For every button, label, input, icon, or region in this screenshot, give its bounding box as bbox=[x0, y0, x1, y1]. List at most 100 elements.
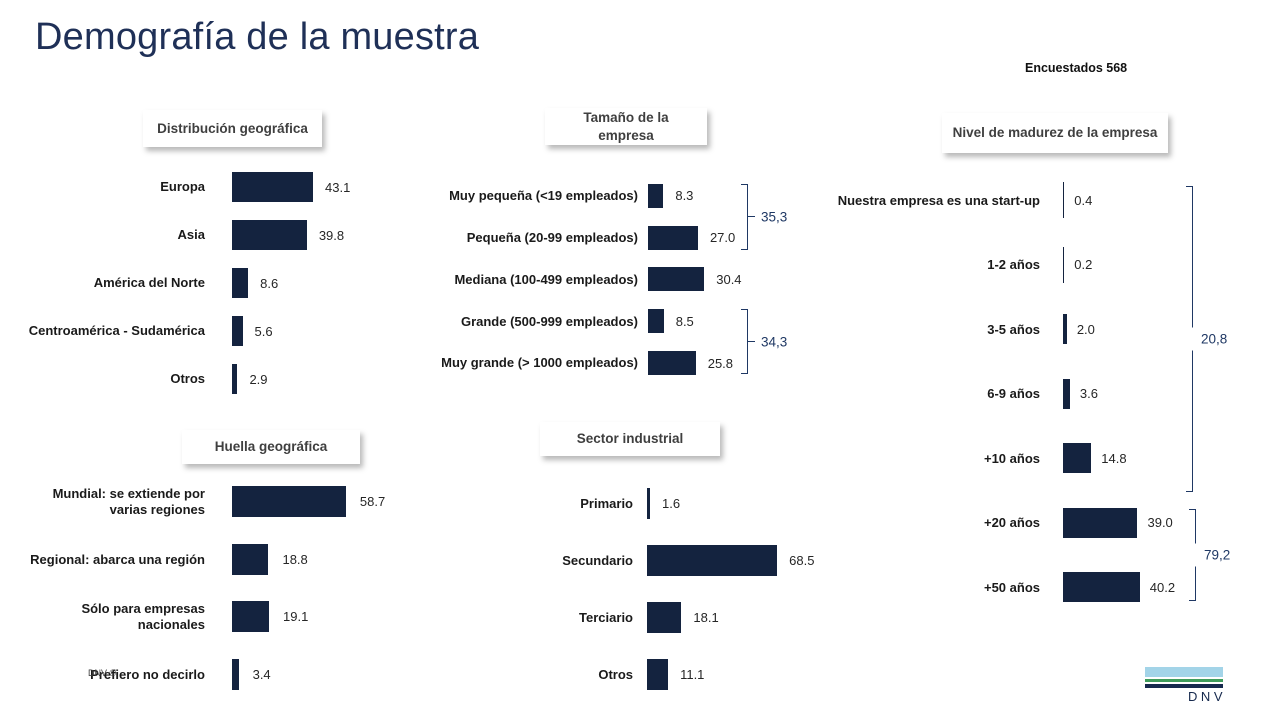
chart-row: Mediana (100-499 empleados) 30.4 bbox=[425, 259, 855, 301]
category-label: Primario bbox=[580, 495, 633, 511]
chart-row: Otros 11.1 bbox=[460, 646, 890, 703]
category-label: Sólo para empresas nacionales bbox=[81, 601, 205, 632]
bar bbox=[648, 309, 664, 334]
value-label: 5.6 bbox=[254, 323, 273, 339]
value-label: 14.8 bbox=[1101, 450, 1127, 466]
category-label: Centroamérica - Sudamérica bbox=[28, 323, 205, 339]
value-label: 1.6 bbox=[662, 496, 681, 511]
category-label: Prefiero no decirlo bbox=[90, 666, 205, 682]
value-label: 58.7 bbox=[359, 494, 386, 510]
bar bbox=[648, 351, 696, 376]
category-label: Asia bbox=[177, 227, 205, 243]
chart-row: Europa 43.1 bbox=[21, 163, 451, 211]
chart-sector-industrial: Primario 1.6 Secundario 68.5 Terciario 18.1 Ot… bbox=[460, 475, 890, 703]
bar bbox=[1063, 182, 1065, 219]
value-label: 2.9 bbox=[249, 371, 268, 387]
chart-row: Mundial: se extiende por varias regiones… bbox=[30, 473, 460, 531]
value-label: 27.0 bbox=[709, 230, 736, 246]
category-label: Europa bbox=[160, 179, 205, 195]
category-label: Terciario bbox=[579, 609, 633, 625]
value-label: 11.1 bbox=[680, 667, 705, 682]
chart-row: Sólo para empresas nacionales 19.1 bbox=[30, 588, 460, 646]
bar bbox=[232, 658, 239, 690]
category-label: Otros bbox=[598, 666, 633, 682]
bar bbox=[1063, 378, 1070, 409]
value-label: 39.0 bbox=[1147, 515, 1173, 531]
chart-row: Primario 1.6 bbox=[460, 475, 890, 532]
bar bbox=[1063, 443, 1092, 474]
value-label: 18.1 bbox=[693, 610, 719, 625]
category-label: Muy pequeña (<19 empleados) bbox=[449, 188, 638, 204]
category-label: +50 años bbox=[983, 579, 1040, 595]
bracket-sum-label: 79,2 bbox=[1191, 543, 1233, 567]
logo-stripe-green-icon bbox=[1145, 679, 1223, 682]
category-label: Nuestra empresa es una start-up bbox=[837, 192, 1040, 208]
bar bbox=[1063, 246, 1065, 283]
chart-row: Asia 39.8 bbox=[21, 211, 451, 259]
bar bbox=[1063, 314, 1067, 345]
category-label: Mundial: se extiende por varias regiones bbox=[52, 486, 205, 517]
chart-row: +50 años 40.2 bbox=[818, 555, 1248, 620]
chart-row: +10 años 14.8 bbox=[818, 426, 1248, 491]
chart-title-tamano-empresa: Tamaño de la empresa bbox=[545, 108, 707, 145]
category-label: Regional: abarca una región bbox=[30, 551, 205, 567]
chart-row: 3-5 años 2.0 bbox=[818, 297, 1248, 362]
bar bbox=[647, 602, 682, 633]
chart-nivel-madurez: Nuestra empresa es una start-up 0.4 1-2 añ… bbox=[818, 168, 1248, 620]
bracket-tick bbox=[748, 340, 755, 342]
chart-title-sector-industrial: Sector industrial bbox=[540, 422, 720, 456]
bracket-sum-label: 35,3 bbox=[761, 209, 788, 225]
bar bbox=[232, 316, 243, 346]
chart-title-nivel-madurez: Nivel de madurez de la empresa bbox=[942, 113, 1168, 153]
category-label: +20 años bbox=[983, 515, 1040, 531]
logo-stripe-lightblue-icon bbox=[1145, 667, 1223, 677]
chart-row: Otros 2.9 bbox=[21, 355, 451, 403]
value-label: 18.8 bbox=[282, 551, 308, 567]
value-label: 43.1 bbox=[325, 179, 351, 195]
bar bbox=[232, 543, 269, 575]
category-label: 3-5 años bbox=[987, 321, 1040, 337]
bar bbox=[1063, 507, 1138, 538]
bar bbox=[647, 488, 651, 519]
bracket-sum-label: 20,8 bbox=[1188, 327, 1230, 351]
value-label: 68.5 bbox=[789, 553, 815, 568]
value-label: 8.5 bbox=[675, 313, 694, 329]
chart-row: 1-2 años 0.2 bbox=[818, 233, 1248, 298]
chart-row: Regional: abarca una región 18.8 bbox=[30, 531, 460, 589]
category-label: +10 años bbox=[983, 450, 1040, 466]
value-label: 0.2 bbox=[1074, 257, 1093, 273]
chart-row: Muy pequeña (<19 empleados) 8.3 bbox=[425, 175, 855, 217]
chart-row: Nuestra empresa es una start-up 0.4 bbox=[818, 168, 1248, 233]
category-label: Secundario bbox=[562, 552, 633, 568]
bar bbox=[232, 220, 307, 250]
page-title: Demografía de la muestra bbox=[35, 16, 480, 58]
chart-tamano-empresa: Muy pequeña (<19 empleados) 8.3 Pequeña (2… bbox=[425, 175, 855, 384]
chart-row: Centroamérica - Sudamérica 5.6 bbox=[21, 307, 451, 355]
category-label: Muy grande (> 1000 empleados) bbox=[441, 355, 638, 371]
value-label: 2.0 bbox=[1076, 321, 1095, 337]
value-label: 19.1 bbox=[283, 609, 309, 625]
value-label: 8.3 bbox=[675, 188, 694, 204]
bracket-tick bbox=[748, 216, 755, 218]
value-label: 0.4 bbox=[1074, 192, 1093, 208]
bar bbox=[232, 268, 249, 298]
category-label: 1-2 años bbox=[987, 257, 1040, 273]
category-label: Otros bbox=[170, 371, 205, 387]
chart-row: Muy grande (> 1000 empleados) 25.8 bbox=[425, 342, 855, 384]
chart-row: Grande (500-999 empleados) 8.5 bbox=[425, 300, 855, 342]
bar bbox=[232, 172, 314, 202]
chart-title-distribucion-geografica: Distribución geográfica bbox=[143, 110, 322, 147]
value-label: 40.2 bbox=[1149, 579, 1176, 595]
category-label: América del Norte bbox=[93, 275, 205, 291]
category-label: 6-9 años bbox=[987, 386, 1040, 402]
bar bbox=[647, 659, 669, 690]
bar bbox=[232, 364, 238, 394]
bar bbox=[647, 545, 778, 576]
chart-title-huella-geografica: Huella geográfica bbox=[182, 430, 360, 464]
chart-row: América del Norte 8.6 bbox=[21, 259, 451, 307]
bracket-sum-label: 34,3 bbox=[761, 334, 788, 349]
value-label: 39.8 bbox=[318, 227, 345, 243]
value-label: 3.6 bbox=[1079, 386, 1098, 402]
category-label: Mediana (100-499 empleados) bbox=[454, 271, 638, 287]
